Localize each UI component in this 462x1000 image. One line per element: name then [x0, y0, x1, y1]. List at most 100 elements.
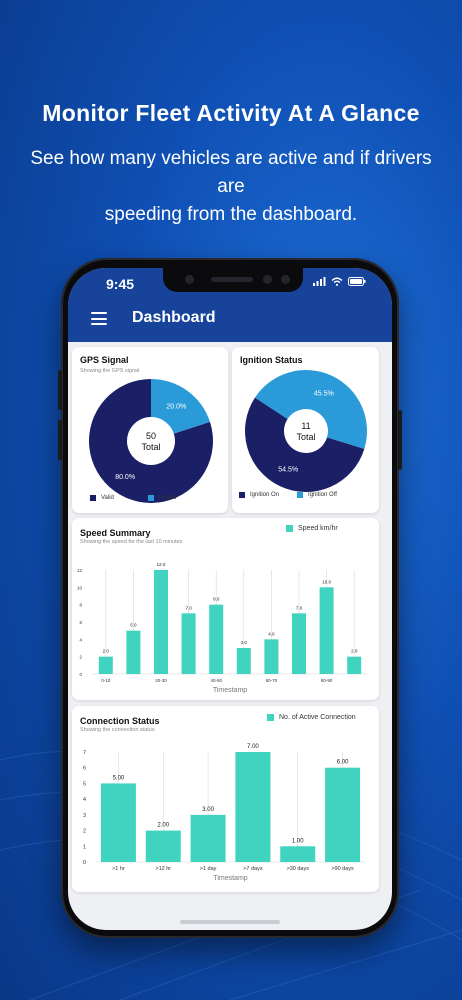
legend-swatch-ignition-on [239, 492, 245, 498]
legend-label-ignition-on: Ignition On [250, 492, 280, 498]
home-indicator [180, 920, 280, 924]
status-bar: 9:45 [68, 268, 392, 298]
legend-label-valid: Valid [101, 495, 114, 501]
bar[interactable] [280, 846, 316, 862]
legend-label-connection: No. of Active Connection [279, 714, 356, 721]
bar[interactable] [319, 587, 334, 674]
x-tick-label: 0-10 [101, 678, 111, 683]
y-tick-label: 10 [77, 585, 83, 590]
front-camera-icon [185, 275, 194, 284]
bar[interactable] [154, 570, 168, 674]
y-tick-label: 2 [83, 829, 86, 835]
bar-value-label: 10.0 [322, 579, 331, 584]
legend-label-speed: Speed km/hr [298, 525, 338, 532]
bar[interactable] [190, 814, 226, 862]
x-tick-label: >1 day [200, 866, 217, 872]
pie-slice-invalid[interactable] [151, 379, 210, 434]
speaker-grille [211, 277, 253, 282]
page-title: Dashboard [132, 309, 216, 326]
hamburger-menu-icon[interactable] [91, 312, 107, 325]
x-tick-label: 20-30 [155, 678, 167, 683]
bar-value-label: 3.00 [202, 807, 214, 813]
phone-screen: 9:45 Dashboard [68, 268, 392, 930]
y-tick-label: 6 [79, 620, 82, 625]
donut-center-value: 11 [301, 421, 310, 431]
bar[interactable] [264, 639, 279, 674]
pie-slice-label: 45.5% [314, 390, 334, 397]
gps-card-subtitle: Showing the GPS signal [80, 368, 140, 374]
connection-status-card[interactable]: Connection Status Showing the connection… [72, 706, 379, 892]
y-tick-label: 0 [83, 860, 86, 866]
donut-center-value: 50 [146, 431, 156, 441]
bar-value-label: 4.0 [268, 631, 275, 636]
gps-signal-card[interactable]: GPS Signal Showing the GPS signal 80.0% 2… [72, 347, 228, 513]
bar[interactable] [325, 767, 361, 862]
legend-swatch-ignition-off [297, 492, 304, 498]
ignition-status-card[interactable]: Ignition Status 54.5% 45.5% 11 Total Igniti… [232, 347, 379, 513]
bar[interactable] [126, 630, 141, 674]
x-tick-label: >30 days [287, 866, 310, 872]
bar[interactable] [235, 752, 271, 862]
bar-value-label: 7.0 [185, 605, 192, 610]
promo-title: Monitor Fleet Activity At A Glance [42, 100, 420, 126]
battery-icon [348, 277, 366, 286]
bar-value-label: 6.00 [337, 760, 349, 766]
bar-value-label: 8.0 [213, 597, 220, 602]
connection-legend: No. of Active Connection [267, 714, 356, 721]
legend-label-invalid: Invalid [158, 495, 177, 501]
speed-bar-chart: 0 2 4 6 8 10 12 2.0 0-10 5.0 12.0 20-30 7.0 8.0 40-50 3… [77, 562, 368, 694]
power-button [398, 410, 402, 470]
x-tick-label: >12 hr [155, 866, 171, 872]
speed-card-title: Speed Summary [80, 528, 151, 538]
bar[interactable] [292, 613, 306, 674]
y-tick-label: 0 [79, 672, 82, 677]
gps-card-title: GPS Signal [80, 355, 129, 365]
gps-legend: Valid Invalid [90, 495, 176, 501]
volume-down-button [58, 420, 62, 460]
legend-swatch-connection [267, 714, 274, 721]
wifi-icon [331, 277, 343, 286]
status-icons [313, 277, 366, 286]
y-tick-label: 1 [83, 844, 86, 850]
legend-label-ignition-off: Ignition Off [308, 492, 337, 498]
bar-value-label: 2.0 [351, 649, 358, 654]
bar-value-label: 1.00 [292, 838, 304, 844]
speed-card-subtitle: Showing the speed for the last 10 minute… [80, 539, 183, 545]
speed-summary-card[interactable]: Speed Summary Showing the speed for the … [72, 518, 379, 700]
bar-value-label: 2.00 [157, 823, 169, 829]
pie-slice-valid[interactable] [89, 379, 213, 503]
app-bar: Dashboard [68, 298, 392, 342]
notch [163, 268, 303, 292]
bar[interactable] [347, 656, 362, 674]
promo-subtitle-line-2: speeding from the dashboard. [104, 204, 358, 225]
ignition-legend: Ignition On Ignition Off [239, 492, 337, 498]
y-tick-label: 3 [83, 813, 86, 819]
pie-slice-ignition-off[interactable] [254, 370, 367, 449]
pie-slice-label: 80.0% [115, 474, 135, 481]
bar[interactable] [209, 604, 224, 674]
bar[interactable] [100, 783, 136, 862]
legend-swatch-speed [286, 525, 293, 532]
y-tick-label: 4 [83, 797, 86, 803]
donut-center-label: Total [141, 442, 160, 452]
bar-value-label: 2.0 [103, 649, 110, 654]
bar[interactable] [236, 648, 251, 674]
bar-value-label: 7.0 [296, 605, 303, 610]
bar[interactable] [98, 656, 113, 674]
promo-subtitle: See how many vehicles are active and if … [20, 145, 442, 229]
promo-subtitle-line-1: See how many vehicles are active and if … [30, 148, 432, 197]
pie-slice-label: 54.5% [278, 467, 298, 474]
bar-value-label: 5.00 [113, 775, 125, 781]
y-tick-label: 2 [79, 655, 82, 660]
bar-value-label: 3.0 [241, 640, 248, 645]
pie-slice-label: 20.0% [166, 404, 186, 411]
x-tick-label: >1 hr [112, 866, 125, 872]
connection-card-title: Connection Status [80, 716, 160, 726]
y-tick-label: 4 [79, 637, 82, 642]
pie-slice-ignition-on[interactable] [245, 397, 365, 492]
status-time: 9:45 [106, 276, 135, 292]
bar[interactable] [145, 830, 181, 862]
bar[interactable] [181, 613, 196, 674]
